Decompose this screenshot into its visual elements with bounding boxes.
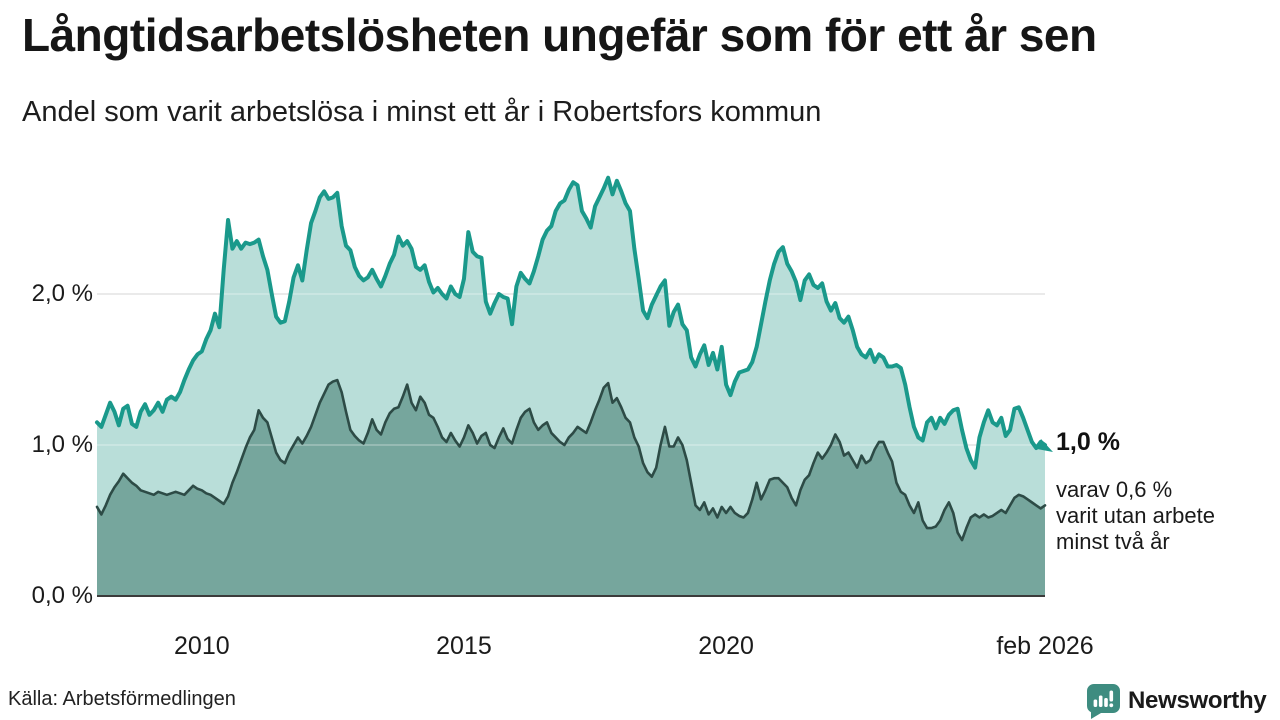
chart-subtitle: Andel som varit arbetslösa i minst ett å… bbox=[22, 96, 822, 128]
secondary-annotation-line: varit utan arbete bbox=[1056, 503, 1215, 528]
x-tick-label: 2015 bbox=[436, 632, 492, 660]
page-title: Långtidsarbetslösheten ungefär som för e… bbox=[22, 9, 1097, 61]
x-tick-label: 2020 bbox=[698, 632, 754, 660]
secondary-annotation-line: minst två år bbox=[1056, 529, 1170, 554]
x-tick-label: 2010 bbox=[174, 632, 230, 660]
y-tick-label: 0,0 % bbox=[31, 582, 93, 609]
newsworthy-wordmark: Newsworthy bbox=[1128, 687, 1267, 714]
latest-value-label: 1,0 % bbox=[1056, 428, 1120, 456]
secondary-annotation-line: varav 0,6 % bbox=[1056, 477, 1173, 502]
newsworthy-logo[interactable]: Newsworthy bbox=[1085, 682, 1275, 720]
y-tick-label: 1,0 % bbox=[31, 431, 93, 458]
x-tick-label: feb 2026 bbox=[996, 632, 1094, 660]
source-note: Källa: Arbetsförmedlingen bbox=[8, 688, 236, 710]
secondary-annotation: varav 0,6 % varit utan arbete minst två … bbox=[1056, 477, 1215, 555]
newsworthy-logo-icon bbox=[1087, 683, 1120, 719]
y-tick-label: 2,0 % bbox=[31, 280, 93, 307]
